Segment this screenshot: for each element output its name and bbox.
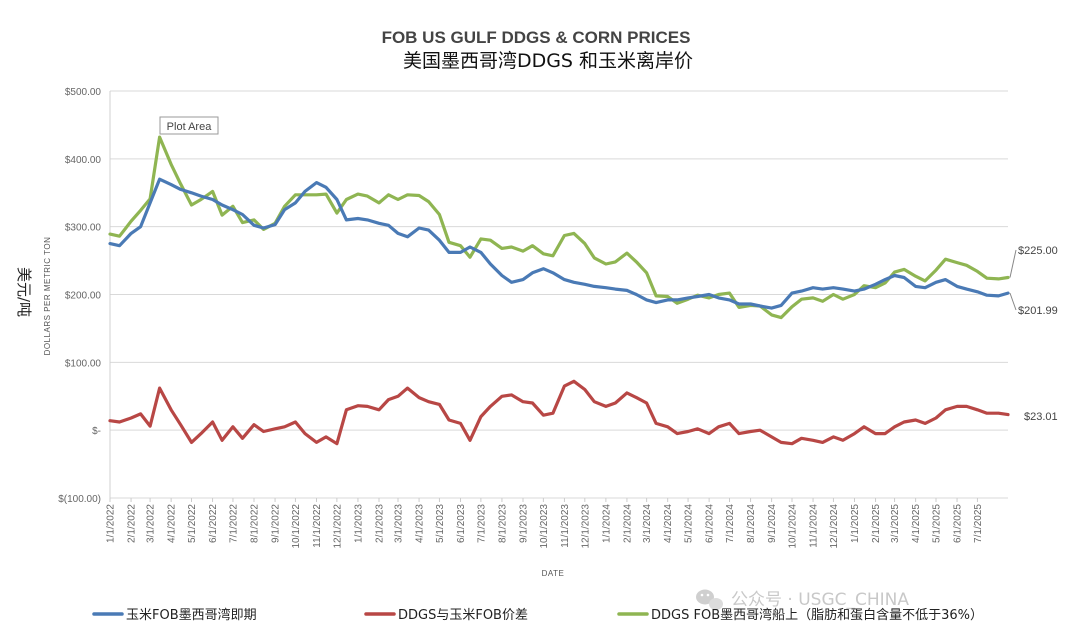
x-tick-label: 6/1/2023 xyxy=(456,504,467,543)
series-line-1 xyxy=(108,379,1010,446)
watermark: 公众号 · USGC_CHINA xyxy=(696,589,909,610)
x-tick-label: 5/1/2022 xyxy=(187,504,198,543)
x-tick-label: 12/1/2022 xyxy=(332,504,343,549)
x-tick-label: 3/1/2025 xyxy=(890,504,901,543)
end-labels: $201.99 $23.01 $225.00 xyxy=(1009,245,1058,423)
x-tick-label: 10/1/2022 xyxy=(291,504,302,549)
x-tick-label: 9/1/2022 xyxy=(271,504,282,543)
x-tick-label: 1/1/2025 xyxy=(850,504,861,543)
end-label-1: $23.01 xyxy=(1024,411,1058,423)
x-tick-label: 10/1/2024 xyxy=(787,504,798,549)
y-tick-label: $(100.00) xyxy=(58,494,101,505)
series-line-0 xyxy=(108,177,1010,310)
x-tick-label: 6/1/2022 xyxy=(208,504,219,543)
chart-title: FOB US GULF DDGS & CORN PRICES xyxy=(382,28,691,47)
legend: 玉米FOB墨西哥湾即期 DDGS与玉米FOB价差 DDGS FOB墨西哥湾船上（脂肪… xyxy=(92,607,983,623)
x-tick-label: 4/1/2024 xyxy=(663,504,674,543)
y-tick-label: $300.00 xyxy=(65,223,102,234)
x-tick-label: 3/1/2023 xyxy=(394,504,405,543)
x-tick-label: 2/1/2024 xyxy=(622,504,633,543)
wechat-icon xyxy=(696,589,723,610)
x-tick-label: 6/1/2025 xyxy=(953,504,964,543)
y-axis-title-cn: 美元/吨 xyxy=(15,267,33,317)
x-tick-label: 8/1/2024 xyxy=(746,504,757,543)
x-tick-label: 4/1/2023 xyxy=(415,504,426,543)
x-tick-label: 3/1/2024 xyxy=(642,504,653,543)
end-label-leader xyxy=(1009,249,1017,278)
x-tick-label: 2/1/2025 xyxy=(871,504,882,543)
x-tick-label: 5/1/2025 xyxy=(931,504,942,543)
x-tick-label: 2/1/2022 xyxy=(127,504,138,543)
x-tick-label: 7/1/2024 xyxy=(725,504,736,543)
y-tick-labels: $500.00 $400.00 $300.00 $200.00 $100.00 $- $(1… xyxy=(58,87,101,505)
y-tick-label: $200.00 xyxy=(65,291,102,302)
watermark-text: 公众号 · USGC_CHINA xyxy=(731,590,909,610)
end-label-2: $225.00 xyxy=(1018,245,1058,257)
y-tick-label: $100.00 xyxy=(65,358,102,369)
x-tick-labels: 1/1/2022 2/1/2022 3/1/2022 4/1/2022 5/1/2022… xyxy=(106,498,984,549)
x-tick-label: 12/1/2024 xyxy=(829,504,840,549)
y-tick-label: $- xyxy=(92,426,101,437)
x-tick-label: 8/1/2023 xyxy=(497,504,508,543)
x-tick-label: 1/1/2022 xyxy=(106,504,117,543)
y-axis-title: DOLLARS PER METRIC TON xyxy=(43,237,52,356)
x-tick-label: 6/1/2024 xyxy=(705,504,716,543)
x-tick-label: 3/1/2022 xyxy=(146,504,157,543)
x-tick-label: 11/1/2024 xyxy=(809,504,820,548)
y-tick-label: $400.00 xyxy=(65,155,102,166)
x-tick-label: 1/1/2023 xyxy=(353,504,364,543)
series-layer xyxy=(108,135,1010,446)
x-tick-label: 12/1/2023 xyxy=(580,504,591,549)
x-tick-label: 4/1/2022 xyxy=(167,504,178,543)
x-tick-label: 7/1/2025 xyxy=(973,504,984,543)
legend-label-2: DDGS FOB墨西哥湾船上（脂肪和蛋白含量不低于36%） xyxy=(651,607,983,623)
x-tick-label: 11/1/2022 xyxy=(312,504,323,548)
x-tick-label: 10/1/2023 xyxy=(539,504,550,549)
y-tick-label: $500.00 xyxy=(65,87,102,98)
x-tick-label: 2/1/2023 xyxy=(374,504,385,543)
end-label-0: $201.99 xyxy=(1018,305,1058,317)
x-tick-label: 5/1/2023 xyxy=(435,504,446,543)
chart-subtitle: 美国墨西哥湾DDGS 和玉米离岸价 xyxy=(403,50,693,72)
x-tick-label: 9/1/2024 xyxy=(767,504,778,543)
x-tick-label: 8/1/2022 xyxy=(250,504,261,543)
end-label-leader xyxy=(1009,292,1017,311)
series-line-2 xyxy=(108,135,1010,320)
x-tick-label: 7/1/2023 xyxy=(476,504,487,543)
x-tick-label: 11/1/2023 xyxy=(560,504,571,548)
x-tick-label: 7/1/2022 xyxy=(228,504,239,543)
legend-label-0: 玉米FOB墨西哥湾即期 xyxy=(126,607,257,623)
plot-area-tooltip: Plot Area xyxy=(159,116,219,135)
x-tick-label: 4/1/2025 xyxy=(911,504,922,543)
x-tick-label: 1/1/2024 xyxy=(601,504,612,543)
x-tick-label: 5/1/2024 xyxy=(684,504,695,543)
tooltip-text: Plot Area xyxy=(167,121,213,133)
x-tick-label: 9/1/2023 xyxy=(518,504,529,543)
x-axis-title: DATE xyxy=(542,569,565,578)
legend-label-1: DDGS与玉米FOB价差 xyxy=(398,608,528,623)
